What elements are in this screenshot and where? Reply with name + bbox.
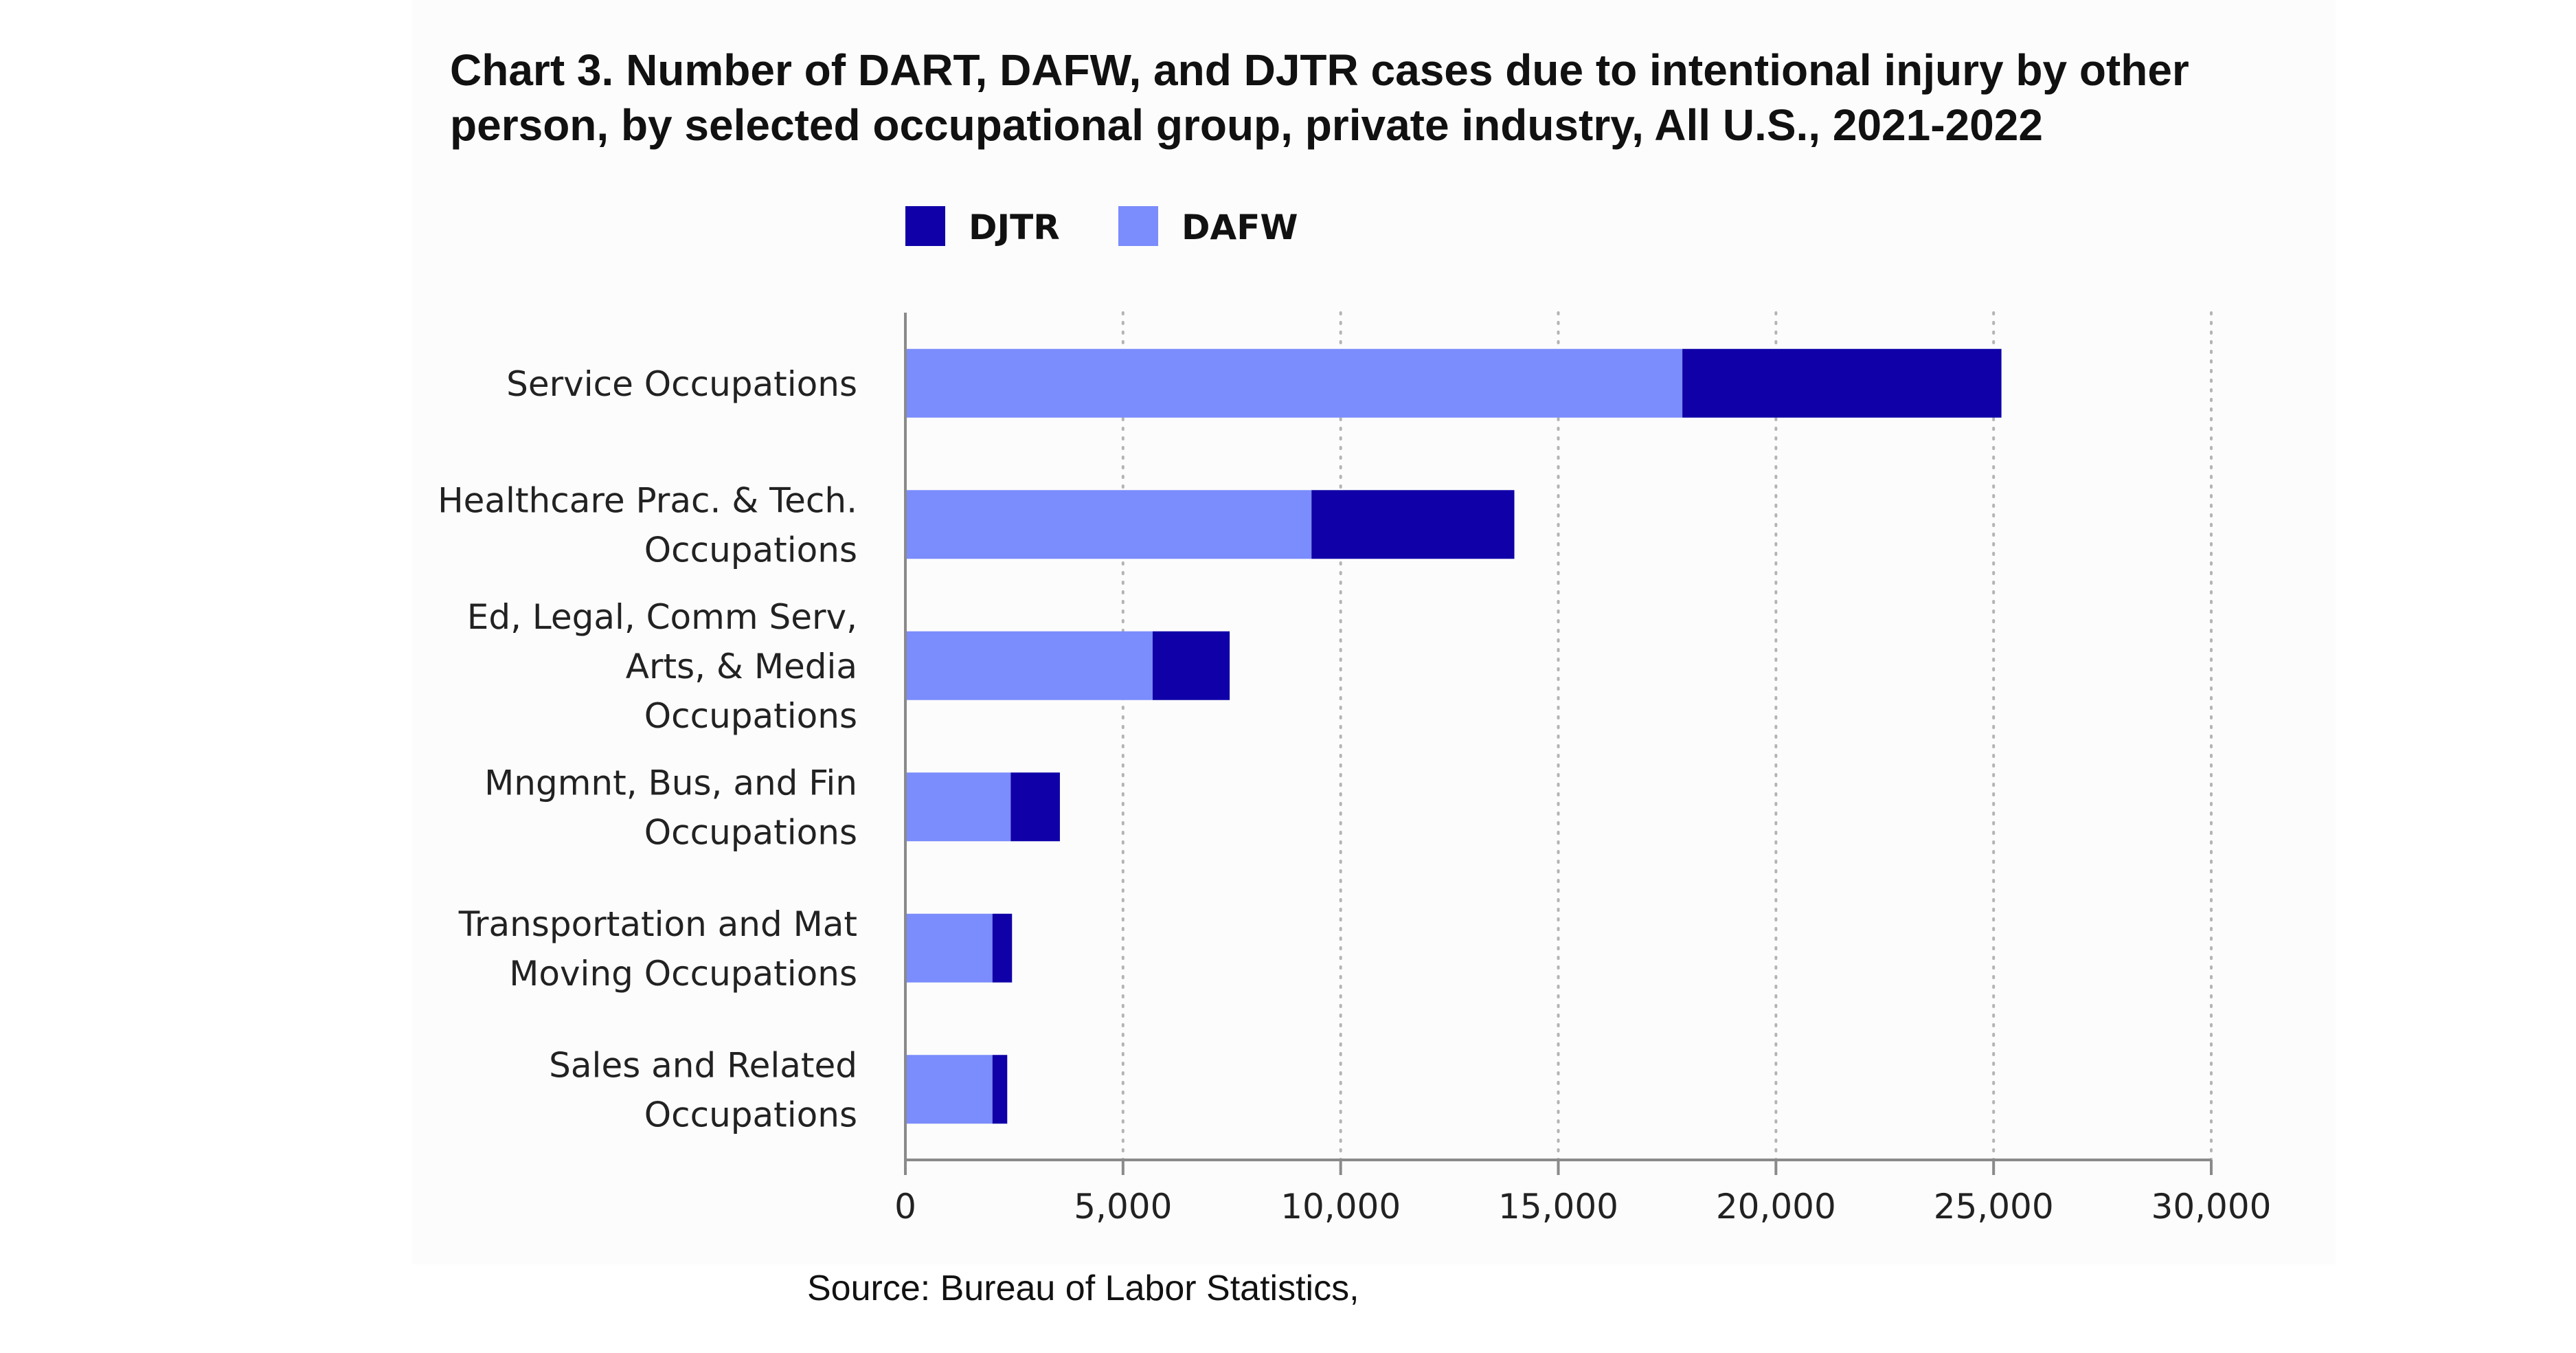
bar-djtr-2 [1152,631,1230,700]
x-tick-label-5: 25,000 [1934,1187,2054,1227]
bar-dafw-3 [905,772,1011,842]
x-tick-label-4: 20,000 [1716,1187,1836,1227]
x-tick-label-1: 5,000 [1074,1187,1172,1227]
category-label-line: Arts, & Media [626,647,857,686]
bar-djtr-4 [992,913,1013,983]
category-label-line: Occupations [644,530,857,570]
legend-swatch-djtr [905,206,945,246]
category-label-line: Mngmnt, Bus, and Fin [484,763,857,803]
legend-label-dafw: DAFW [1182,208,1298,247]
category-label-line: Ed, Legal, Comm Serv, [467,597,857,637]
category-label-line: Occupations [644,1095,857,1134]
source-note: Source: Bureau of Labor Statistics, [807,1268,1359,1308]
category-label-0: Service Occupations [506,364,857,404]
category-label-line: Healthcare Prac. & Tech. [438,480,857,520]
bar-djtr-3 [1010,772,1060,842]
category-label-3: Mngmnt, Bus, and Fin Occupations [484,763,857,852]
bar-djtr-0 [1682,348,2002,418]
bar-dafw-1 [905,490,1312,559]
bar-dafw-5 [905,1055,993,1124]
category-label-line: Transportation and Mat [458,904,857,944]
category-label-2: Ed, Legal, Comm Serv, Arts, & Media Occupa… [467,597,857,736]
category-label-line: Occupations [644,812,857,852]
category-label-line: Moving Occupations [509,954,857,994]
category-label-1: Healthcare Prac. & Tech. Occupations [438,480,857,570]
bar-djtr-5 [992,1055,1008,1124]
bar-djtr-1 [1311,490,1515,559]
chart-panel [412,0,2336,1264]
legend-label-djtr: DJTR [969,208,1060,247]
category-label-line: Occupations [644,696,857,736]
x-tick-label-6: 30,000 [2151,1187,2272,1227]
x-tick-label-2: 10,000 [1280,1187,1401,1227]
category-label-4: Transportation and Mat Moving Occupations [458,904,857,994]
category-label-line: Service Occupations [506,364,857,404]
category-label-5: Sales and Related Occupations [549,1045,857,1134]
bar-dafw-0 [905,348,1683,418]
category-label-line: Sales and Related [549,1045,857,1085]
x-tick-label-0: 0 [894,1187,916,1227]
x-tick-label-3: 15,000 [1498,1187,1618,1227]
bar-dafw-2 [905,631,1153,700]
legend-swatch-dafw [1118,206,1158,246]
chart-title: Chart 3. Number of DART, DAFW, and DJTR … [450,45,2189,150]
bar-dafw-4 [905,913,993,983]
